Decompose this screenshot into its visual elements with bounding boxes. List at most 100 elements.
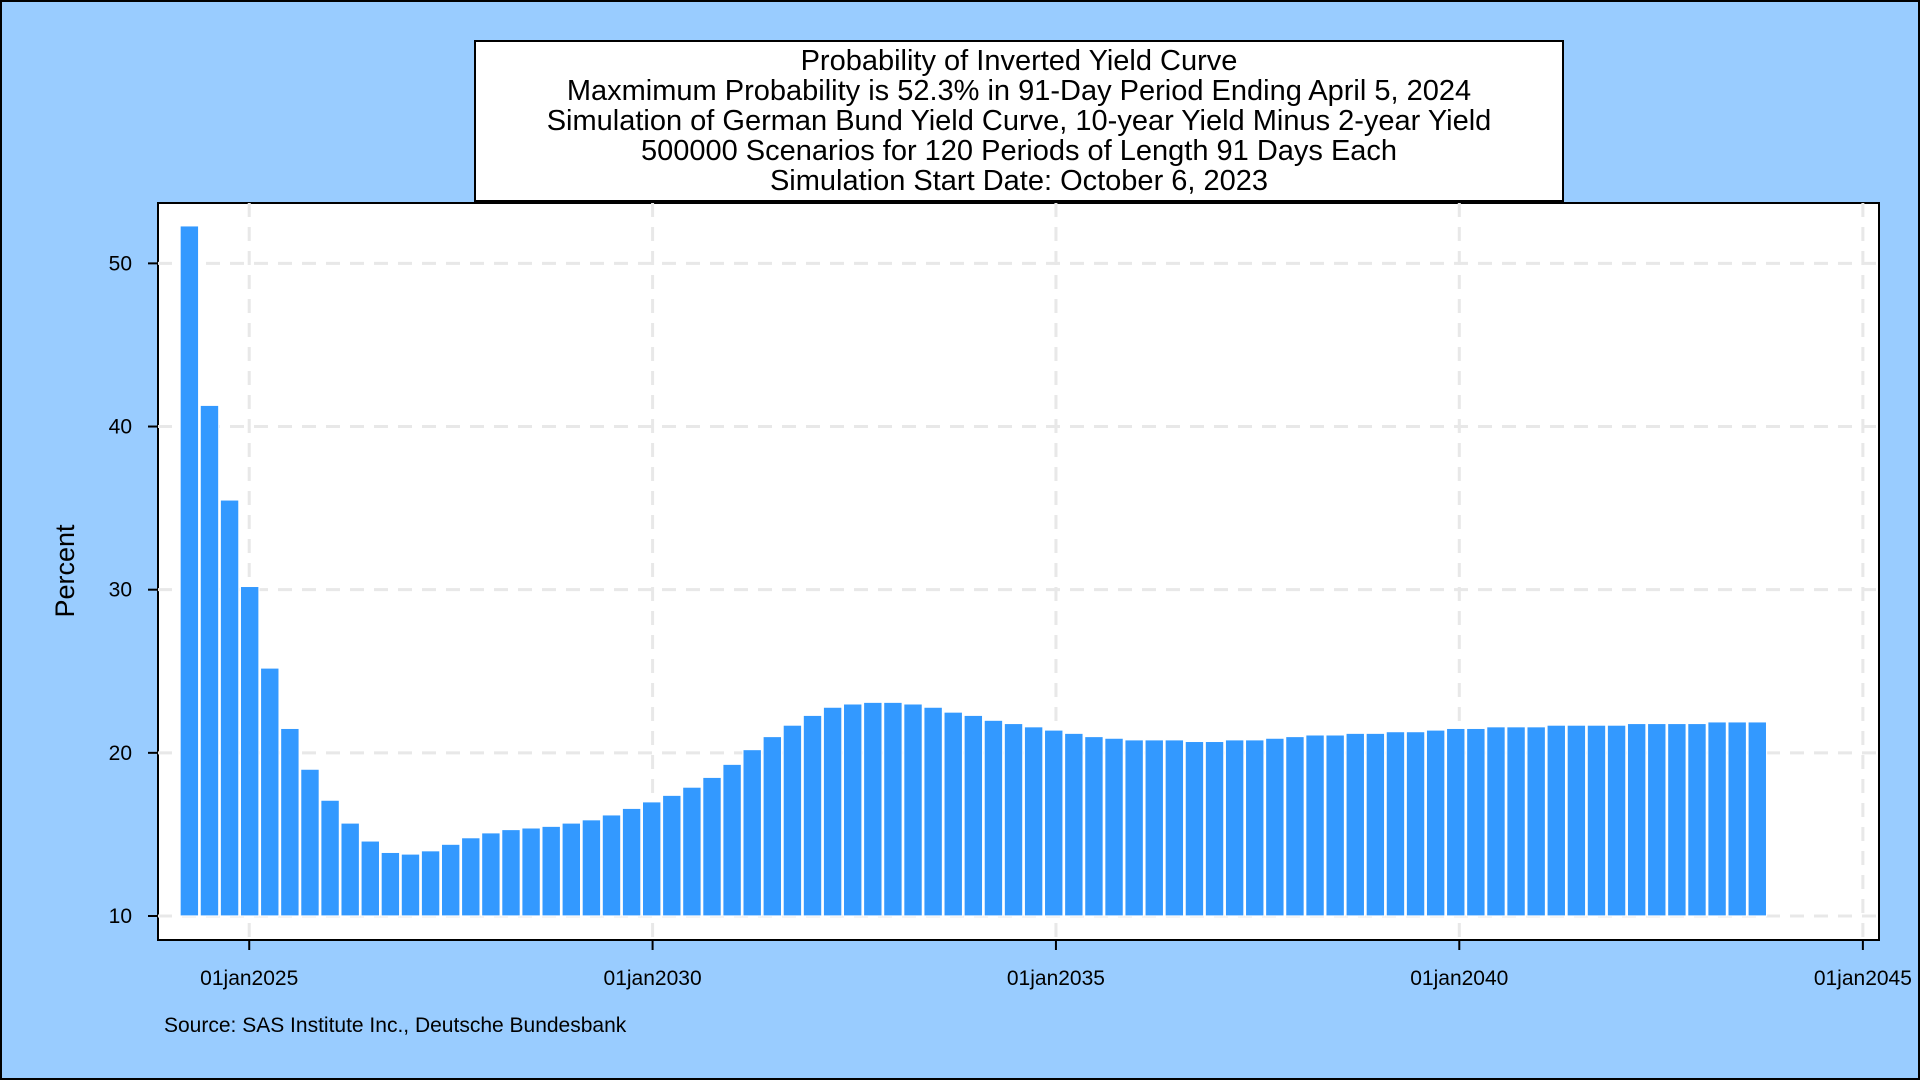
bar <box>641 801 662 917</box>
bar <box>1385 731 1406 917</box>
bar <box>1264 737 1285 917</box>
bar <box>1043 729 1064 917</box>
bar <box>300 768 320 917</box>
bar <box>1526 726 1547 917</box>
bar <box>400 853 421 917</box>
bar <box>440 843 461 917</box>
bar <box>1566 724 1587 917</box>
bar <box>1546 724 1567 917</box>
bar <box>742 748 763 917</box>
bar <box>1465 727 1486 917</box>
bar <box>219 499 240 917</box>
bar <box>1244 739 1265 917</box>
bar <box>1063 732 1084 917</box>
source-note: Source: SAS Institute Inc., Deutsche Bun… <box>164 1014 627 1037</box>
bar <box>883 701 903 917</box>
bar <box>199 404 220 917</box>
bar <box>963 714 984 917</box>
bar <box>601 814 622 917</box>
bar <box>561 822 582 917</box>
bar <box>1023 726 1044 917</box>
bar <box>1365 732 1386 917</box>
bar <box>722 763 743 917</box>
bar <box>702 776 722 917</box>
bar <box>943 711 964 917</box>
x-tick-label: 01jan2040 <box>1410 967 1508 990</box>
bar <box>1124 739 1145 917</box>
bar <box>1285 735 1305 917</box>
bar <box>239 585 260 917</box>
bar <box>762 735 783 917</box>
bar <box>1445 727 1466 917</box>
bar <box>460 837 481 917</box>
bar <box>480 832 501 917</box>
bar <box>1405 731 1426 917</box>
bar <box>1687 722 1707 917</box>
bar <box>1325 734 1346 917</box>
bars <box>179 225 1768 917</box>
y-axis-label: Percent <box>50 524 80 618</box>
bar <box>1345 732 1366 917</box>
axes: 10 20 30 40 50 01jan2025 01jan2030 01jan2035 01j… <box>109 252 1912 990</box>
bar <box>923 706 944 917</box>
bar <box>1224 739 1245 917</box>
bar <box>1646 722 1667 917</box>
bar <box>862 701 883 917</box>
bar <box>802 714 823 917</box>
bar <box>1606 724 1627 917</box>
bar <box>1727 721 1748 917</box>
bar <box>903 703 923 917</box>
bar <box>1707 721 1727 917</box>
bar <box>581 819 602 917</box>
bar <box>1506 726 1526 917</box>
bar <box>782 724 803 917</box>
chart-subtitle-3: 500000 Scenarios for 120 Periods of Leng… <box>641 135 1397 167</box>
bar <box>259 667 280 917</box>
bar <box>420 850 441 917</box>
bar <box>1084 735 1104 917</box>
bar <box>842 703 863 917</box>
bar <box>179 225 200 917</box>
chart-subtitle-2: Simulation of German Bund Yield Curve, 1… <box>547 105 1492 137</box>
bar <box>1666 722 1687 917</box>
bar <box>521 827 541 917</box>
bar <box>1164 739 1185 917</box>
y-tick-label: 50 <box>109 252 132 275</box>
x-tick-label: 01jan2030 <box>604 967 702 990</box>
chart-title: Probability of Inverted Yield Curve <box>801 45 1238 77</box>
bar <box>983 719 1004 917</box>
bar <box>380 851 401 917</box>
x-tick-label: 01jan2035 <box>1007 967 1105 990</box>
bar <box>1626 722 1647 917</box>
bar <box>1747 721 1768 917</box>
bar <box>501 828 521 917</box>
grid <box>158 203 1879 940</box>
y-tick-label: 20 <box>109 742 132 765</box>
bar <box>360 840 381 917</box>
bar <box>340 822 361 917</box>
title-box <box>474 40 1564 202</box>
chart-subtitle-1: Maxmimum Probability is 52.3% in 91-Day … <box>567 75 1471 107</box>
bar <box>1204 740 1225 917</box>
bar <box>1144 739 1165 917</box>
bar <box>320 799 340 917</box>
bar <box>1425 729 1446 917</box>
bar <box>1486 726 1506 917</box>
chart-subtitle-4: Simulation Start Date: October 6, 2023 <box>770 165 1268 197</box>
y-tick-label: 40 <box>109 416 132 439</box>
bar <box>661 794 682 917</box>
bar <box>541 825 562 917</box>
bar <box>1586 724 1607 917</box>
bar <box>279 727 300 917</box>
bar <box>1305 734 1325 917</box>
x-tick-label: 01jan2025 <box>200 967 298 990</box>
bar <box>682 786 702 917</box>
bar <box>822 706 843 917</box>
y-tick-label: 30 <box>109 579 132 602</box>
bar <box>621 807 642 917</box>
x-tick-label: 01jan2045 <box>1814 967 1912 990</box>
bar <box>1184 740 1205 917</box>
y-tick-label: 10 <box>109 905 132 928</box>
